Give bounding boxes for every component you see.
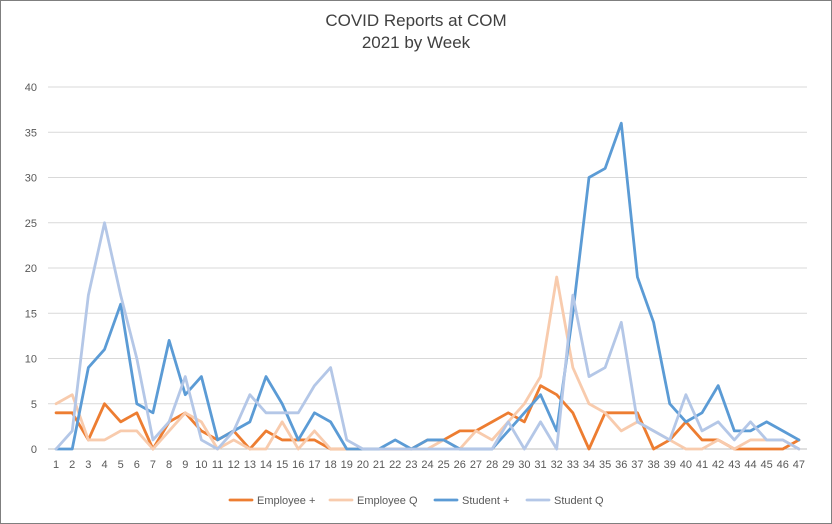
y-tick-label: 30	[25, 173, 37, 185]
x-tick-label: 12	[228, 459, 240, 471]
x-tick-label: 10	[195, 459, 207, 471]
x-tick-label: 46	[777, 459, 789, 471]
legend-label: Employee +	[257, 495, 315, 507]
x-tick-label: 5	[118, 459, 124, 471]
x-tick-label: 14	[260, 459, 272, 471]
x-tick-label: 18	[324, 459, 336, 471]
x-tick-label: 6	[134, 459, 140, 471]
x-tick-label: 15	[276, 459, 288, 471]
x-tick-label: 21	[373, 459, 385, 471]
x-tick-label: 2	[69, 459, 75, 471]
legend-label: Student +	[462, 495, 509, 507]
x-tick-label: 45	[761, 459, 773, 471]
x-tick-label: 27	[470, 459, 482, 471]
x-tick-label: 23	[405, 459, 417, 471]
x-tick-label: 17	[308, 459, 320, 471]
legend-label: Student Q	[554, 495, 604, 507]
x-tick-label: 32	[551, 459, 563, 471]
x-tick-label: 11	[212, 459, 223, 471]
x-tick-label: 1	[53, 459, 59, 471]
x-tick-label: 26	[454, 459, 466, 471]
x-tick-label: 38	[647, 459, 659, 471]
legend-entry-employee: Employee +	[228, 495, 315, 507]
gridlines	[48, 86, 807, 450]
x-tick-label: 3	[85, 459, 91, 471]
x-tick-label: 40	[680, 459, 692, 471]
x-axis: 1 2 3 4 5 6 7 8 9 10 11 12 13 14 15 16 17 18 19 20 21 22 23 24 2…	[53, 459, 805, 471]
x-tick-label: 28	[486, 459, 498, 471]
x-tick-label: 19	[341, 459, 353, 471]
x-tick-label: 31	[534, 459, 546, 471]
x-tick-label: 36	[615, 459, 627, 471]
chart-title-line-2: 2021 by Week	[361, 33, 471, 52]
y-tick-label: 25	[25, 218, 37, 230]
chart-title-line-1: COVID Reports at COM	[325, 11, 507, 30]
x-tick-label: 9	[182, 459, 188, 471]
x-tick-label: 29	[502, 459, 514, 471]
y-tick-label: 40	[25, 82, 37, 94]
series-line-student	[54, 121, 801, 451]
y-tick-label: 15	[25, 308, 37, 320]
x-tick-label: 35	[599, 459, 611, 471]
x-tick-label: 47	[793, 459, 805, 471]
series-line-student-q	[54, 221, 801, 451]
x-tick-label: 24	[421, 459, 433, 471]
legend-entry-employee-q: Employee Q	[328, 495, 418, 507]
x-tick-label: 37	[631, 459, 643, 471]
plot-series	[54, 121, 801, 451]
legend-entry-student-q: Student Q	[525, 495, 604, 507]
x-tick-label: 7	[150, 459, 156, 471]
y-tick-label: 0	[31, 444, 37, 456]
x-tick-label: 8	[166, 459, 172, 471]
y-tick-label: 5	[31, 399, 37, 411]
x-tick-label: 43	[728, 459, 740, 471]
x-tick-label: 33	[567, 459, 579, 471]
y-tick-label: 20	[25, 263, 37, 275]
x-tick-label: 34	[583, 459, 595, 471]
legend-entry-student: Student +	[433, 495, 509, 507]
chart-title: COVID Reports at COM 2021 by Week	[0, 10, 832, 54]
x-tick-label: 42	[712, 459, 724, 471]
x-tick-label: 20	[357, 459, 369, 471]
y-tick-label: 10	[25, 354, 37, 366]
x-tick-label: 25	[438, 459, 450, 471]
x-tick-label: 30	[518, 459, 530, 471]
x-tick-label: 13	[244, 459, 256, 471]
y-tick-label: 35	[25, 127, 37, 139]
x-tick-label: 22	[389, 459, 401, 471]
legend-label: Employee Q	[357, 495, 418, 507]
y-axis: 0 5 10 15 20 25 30 35 40	[25, 82, 37, 456]
x-tick-label: 41	[696, 459, 708, 471]
x-tick-label: 44	[744, 459, 756, 471]
x-tick-label: 16	[292, 459, 304, 471]
legend: Employee + Employee Q Student + Student Q	[228, 495, 604, 507]
x-tick-label: 4	[101, 459, 107, 471]
x-tick-label: 39	[664, 459, 676, 471]
